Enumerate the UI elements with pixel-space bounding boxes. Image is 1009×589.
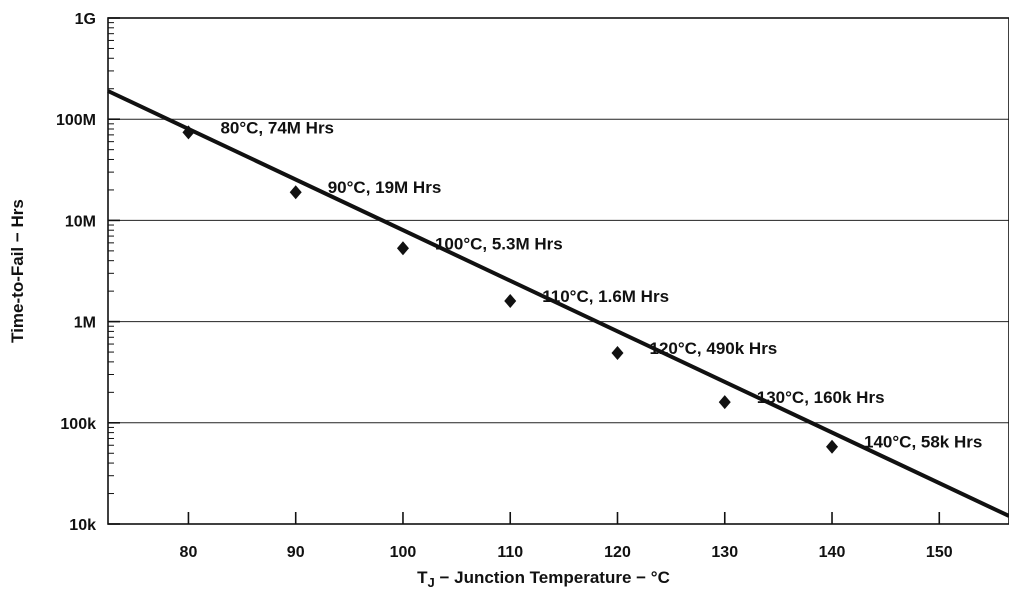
x-tick-label: 100 xyxy=(390,544,417,561)
y-tick-label: 100M xyxy=(56,112,96,129)
x-axis-title: TJ − Junction Temperature − °C xyxy=(417,568,670,589)
x-tick-labels: 80 90 100 110 120 130 140 150 xyxy=(180,544,953,561)
y-tick-labels: 10k 100k 1M 10M 100M 1G xyxy=(56,11,96,534)
x-tick-label: 80 xyxy=(180,544,198,561)
data-point-label: 80°C, 74M Hrs xyxy=(220,118,334,137)
data-point-marker xyxy=(826,439,839,454)
data-point-label: 100°C, 5.3M Hrs xyxy=(435,234,563,253)
x-axis-title-main: T xyxy=(417,568,428,587)
grid-lines xyxy=(108,118,1009,424)
x-tick-label: 120 xyxy=(604,544,631,561)
data-point-marker xyxy=(182,125,195,140)
data-point-label: 110°C, 1.6M Hrs xyxy=(542,287,669,306)
data-point-marker xyxy=(289,185,302,200)
data-point-label: 120°C, 490k Hrs xyxy=(649,339,777,358)
y-axis-title: Time-to-Fail − Hrs xyxy=(8,199,27,343)
data-point-marker xyxy=(504,293,517,308)
data-markers xyxy=(182,125,839,454)
x-axis-title-subscript: J xyxy=(428,575,435,589)
x-tick-label: 110 xyxy=(497,544,523,561)
x-tick-label: 150 xyxy=(926,544,953,561)
data-point-marker xyxy=(396,241,409,256)
x-tick-label: 90 xyxy=(287,544,305,561)
x-tick-label: 130 xyxy=(711,544,738,561)
data-point-label: 140°C, 58k Hrs xyxy=(864,433,982,452)
y-tick-label: 100k xyxy=(60,416,96,433)
data-point-label: 130°C, 160k Hrs xyxy=(757,388,885,407)
y-tick-label: 10k xyxy=(69,517,96,534)
x-tick-label: 140 xyxy=(819,544,846,561)
x-axis-title-rest: − Junction Temperature − °C xyxy=(435,568,670,587)
data-point-marker xyxy=(611,345,624,360)
y-tick-label: 1G xyxy=(75,11,96,28)
minor-ticks xyxy=(108,22,114,495)
data-point-marker xyxy=(718,395,731,410)
y-tick-label: 10M xyxy=(65,213,96,230)
major-ticks xyxy=(108,17,941,525)
data-labels: 80°C, 74M Hrs 90°C, 19M Hrs 100°C, 5.3M Hr… xyxy=(220,118,982,451)
y-tick-label: 1M xyxy=(74,315,96,332)
plot-frame xyxy=(107,17,1009,525)
data-point-label: 90°C, 19M Hrs xyxy=(328,178,442,197)
series-line xyxy=(107,89,1009,518)
